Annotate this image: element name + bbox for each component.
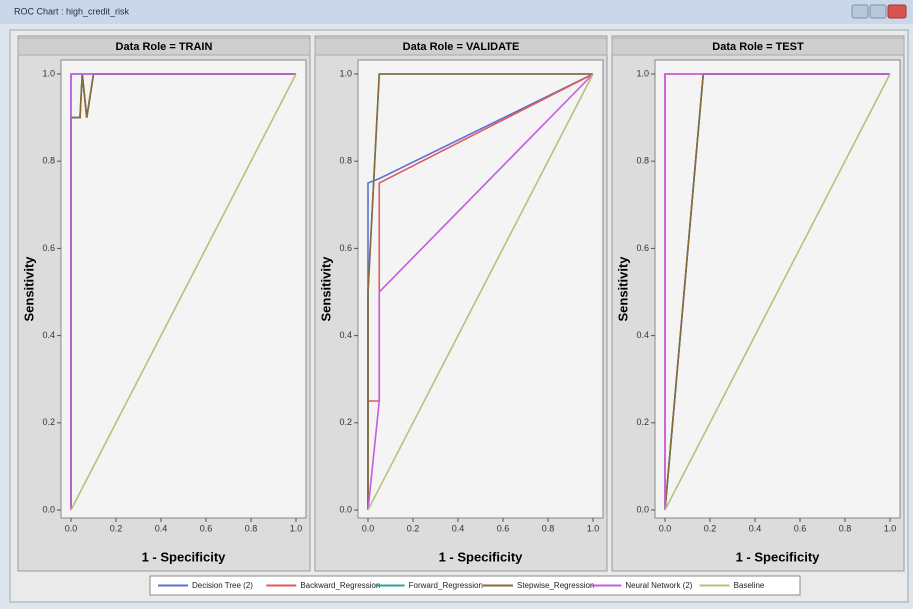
legend-box (149, 575, 801, 596)
x-tick-label: 1.0 (290, 523, 303, 533)
x-tick-label: 0.2 (407, 523, 420, 533)
x-tick-label: 0.6 (794, 523, 807, 533)
y-tick-label: 1.0 (636, 68, 649, 78)
legend-label: Neural Network (2) (625, 581, 692, 590)
panel-header (611, 37, 905, 56)
x-axis-label: 1 - Specificity (142, 549, 227, 564)
x-tick-label: 0.8 (245, 523, 258, 533)
y-axis-label: Sensitivity (615, 256, 630, 322)
roc-curve (367, 73, 594, 511)
x-tick-label: 0.8 (542, 523, 555, 533)
restore-button[interactable] (851, 4, 869, 19)
x-tick-label: 0.6 (497, 523, 510, 533)
y-tick-label: 0.2 (339, 417, 352, 427)
roc-curve (70, 73, 297, 511)
x-tick-label: 0.0 (362, 523, 375, 533)
x-tick-label: 0.4 (452, 523, 465, 533)
legend-label: Stepwise_Regression (517, 581, 594, 590)
y-tick-label: 0.2 (42, 417, 55, 427)
plot-area (60, 59, 307, 519)
y-tick-label: 0.8 (42, 156, 55, 166)
y-tick-label: 0.4 (42, 330, 55, 340)
x-tick-label: 0.4 (155, 523, 168, 533)
x-tick-label: 0.2 (704, 523, 717, 533)
legend-label: Forward_Regression (409, 581, 483, 590)
x-tick-label: 0.8 (839, 523, 852, 533)
x-tick-label: 0.0 (659, 523, 672, 533)
y-tick-label: 0.6 (636, 243, 649, 253)
x-axis-label: 1 - Specificity (736, 549, 821, 564)
y-tick-label: 0.8 (339, 156, 352, 166)
y-tick-label: 0.4 (339, 330, 352, 340)
panel-title: Data Role = TEST (712, 41, 804, 53)
y-tick-label: 0.8 (636, 156, 649, 166)
y-tick-label: 1.0 (339, 68, 352, 78)
y-tick-label: 0.4 (636, 330, 649, 340)
panel-title: Data Role = TRAIN (116, 41, 213, 53)
y-tick-label: 0.0 (339, 504, 352, 514)
close-button[interactable] (887, 4, 907, 19)
window-title: ROC Chart : high_credit_risk (14, 6, 130, 16)
y-axis-label: Sensitivity (318, 256, 333, 322)
x-tick-label: 0.4 (749, 523, 762, 533)
panel-header (314, 37, 608, 56)
y-tick-label: 1.0 (42, 68, 55, 78)
maximize-button[interactable] (869, 4, 887, 19)
plot-area (357, 59, 604, 519)
title-bar (0, 0, 913, 24)
legend-label: Decision Tree (2) (192, 581, 253, 590)
y-tick-label: 0.6 (42, 243, 55, 253)
x-tick-label: 0.6 (200, 523, 213, 533)
x-tick-label: 1.0 (587, 523, 600, 533)
plot-area (654, 59, 901, 519)
y-tick-label: 0.2 (636, 417, 649, 427)
panel-title: Data Role = VALIDATE (403, 41, 520, 53)
roc-curve (367, 73, 594, 511)
x-tick-label: 0.0 (65, 523, 78, 533)
roc-curve (70, 73, 296, 510)
roc-curve (664, 73, 891, 511)
roc-curve (664, 73, 890, 510)
x-tick-label: 0.2 (110, 523, 123, 533)
x-axis-label: 1 - Specificity (439, 549, 524, 564)
roc-curve (367, 73, 593, 510)
panel-header (17, 37, 311, 56)
y-tick-label: 0.0 (42, 504, 55, 514)
legend-label: Baseline (734, 581, 765, 590)
legend-label: Backward_Regression (300, 581, 380, 590)
y-tick-label: 0.0 (636, 504, 649, 514)
y-axis-label: Sensitivity (21, 256, 36, 322)
x-tick-label: 1.0 (884, 523, 897, 533)
legend: Decision Tree (2) Backward_Regression Forw… (149, 575, 801, 596)
y-tick-label: 0.6 (339, 243, 352, 253)
